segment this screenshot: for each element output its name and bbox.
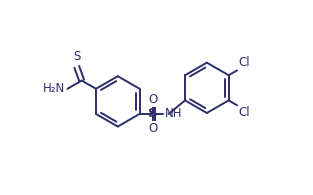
Text: S: S (148, 107, 158, 121)
Text: S: S (73, 50, 80, 63)
Text: NH: NH (165, 107, 182, 120)
Text: Cl: Cl (238, 56, 249, 69)
Text: H₂N: H₂N (43, 82, 65, 95)
Text: Cl: Cl (238, 106, 249, 119)
Text: O: O (148, 93, 158, 106)
Text: O: O (148, 122, 158, 135)
